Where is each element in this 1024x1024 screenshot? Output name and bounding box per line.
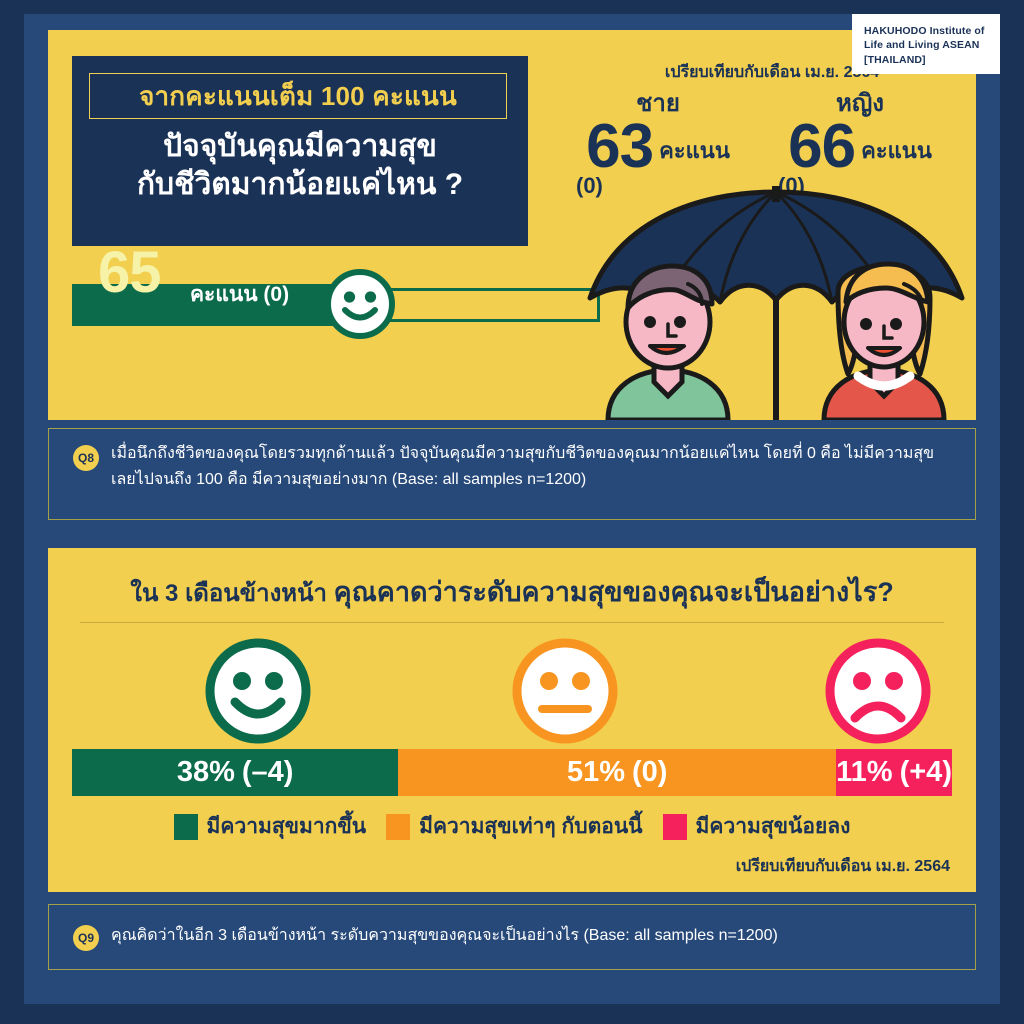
q8-badge: Q8 xyxy=(73,445,99,471)
stat-male: ชาย 63 คะแนน (0) xyxy=(558,92,758,199)
bar-segment-same-delta: (0) xyxy=(632,756,668,788)
legend-item-same: มีความสุขเท่าๆ กับตอนนี้ xyxy=(386,810,643,843)
frowning-face-icon xyxy=(825,638,931,744)
q8-footnote-text: เมื่อนึกถึงชีวิตของคุณโดยรวมทุกด้านแล้ว … xyxy=(111,445,935,488)
logo-line-2: Life and Living ASEAN xyxy=(864,39,980,52)
legend-swatch-same xyxy=(386,813,411,840)
bar-segment-same: 51% (0) xyxy=(398,749,837,796)
question-line-1: ปัจจุบันคุณมีความสุข xyxy=(163,130,437,163)
stat-male-value: 63 xyxy=(586,112,654,181)
compare-note-bottom: เปรียบเทียบกับเดือน เม.ย. 2564 xyxy=(735,858,950,875)
couple-under-umbrella-illustration xyxy=(576,180,976,420)
legend-label-happier: มีความสุขมากขึ้น xyxy=(206,815,367,838)
forecast-heading: ใน 3 เดือนข้างหน้า คุณคาดว่าระดับความสุข… xyxy=(48,570,976,613)
overall-score-gauge: 65 คะแนน (0) xyxy=(72,244,600,339)
score-filled-bar xyxy=(72,284,357,326)
forecast-stacked-bar: 38% (–4) 51% (0) 11% (+4) xyxy=(72,749,952,796)
scale-eyebrow-text: จากคะแนนเต็ม 100 คะแนน xyxy=(139,80,457,111)
bar-segment-happier-value: 38% xyxy=(176,756,235,788)
bar-segment-same-value: 51% xyxy=(566,756,625,788)
stat-male-delta: (0) xyxy=(576,173,603,199)
forecast-heading-bold: คุณคาดว่าระดับความสุขของคุณจะเป็นอย่างไร… xyxy=(333,577,894,607)
overall-score-value: 65 xyxy=(98,240,162,305)
bar-segment-less-happy: 11% (+4) xyxy=(836,749,952,796)
question-title-box: จากคะแนนเต็ม 100 คะแนน ปัจจุบันคุณมีความ… xyxy=(72,56,528,246)
q9-footnote-text: คุณคิดว่าในอีก 3 เดือนข้างหน้า ระดับความ… xyxy=(111,927,778,944)
stat-male-unit: คะแนน xyxy=(659,138,730,164)
forecast-face-icons xyxy=(48,636,976,746)
legend-item-less-happy: มีความสุขน้อยลง xyxy=(662,810,851,843)
heading-divider xyxy=(80,622,944,623)
bar-segment-less-happy-delta: (+4) xyxy=(899,756,952,788)
stat-female: หญิง 66 คะแนน (0) xyxy=(760,92,960,199)
scale-eyebrow-box: จากคะแนนเต็ม 100 คะแนน xyxy=(89,73,507,119)
smiley-face-icon xyxy=(325,269,395,339)
hakuhodo-logo: HAKUHODO Institute of Life and Living AS… xyxy=(852,14,1000,74)
q9-badge: Q9 xyxy=(73,925,99,951)
happiness-forecast-card: ใน 3 เดือนข้างหน้า คุณคาดว่าระดับความสุข… xyxy=(48,548,976,892)
bar-segment-happier-delta: (–4) xyxy=(241,756,294,788)
forecast-heading-light: ใน 3 เดือนข้างหน้า xyxy=(130,580,334,607)
compare-note-top: เปรียบเทียบกับเดือน เม.ย. 2564 xyxy=(664,64,880,81)
smiley-face-icon xyxy=(205,638,311,744)
happiness-score-card: จากคะแนนเต็ม 100 คะแนน ปัจจุบันคุณมีความ… xyxy=(48,30,976,420)
page-title: ปัจจุบันคุณมีความสุข กับชีวิตมากน้อยแค่ไ… xyxy=(72,128,528,205)
logo-line-3: [THAILAND] xyxy=(864,53,926,66)
footnote-q9: Q9 คุณคิดว่าในอีก 3 เดือนข้างหน้า ระดับค… xyxy=(48,904,976,970)
overall-score-unit: คะแนน (0) xyxy=(190,283,290,306)
legend-label-less-happy: มีความสุขน้อยลง xyxy=(695,815,851,838)
stat-male-label: ชาย xyxy=(636,90,680,117)
neutral-face-icon xyxy=(512,638,618,744)
stat-female-unit: คะแนน xyxy=(861,138,932,164)
legend-swatch-less-happy xyxy=(662,813,687,840)
legend-item-happier: มีความสุขมากขึ้น xyxy=(173,810,367,843)
stat-female-label: หญิง xyxy=(836,90,884,117)
footnote-q8: Q8 เมื่อนึกถึงชีวิตของคุณโดยรวมทุกด้านแล… xyxy=(48,428,976,520)
bar-segment-less-happy-value: 11% xyxy=(836,756,893,788)
bar-segment-happier: 38% (–4) xyxy=(72,749,399,796)
logo-line-1: HAKUHODO Institute of xyxy=(864,25,985,37)
forecast-legend: มีความสุขมากขึ้น มีความสุขเท่าๆ กับตอนนี… xyxy=(48,810,976,843)
legend-swatch-happier xyxy=(173,813,198,840)
legend-label-same: มีความสุขเท่าๆ กับตอนนี้ xyxy=(419,815,643,838)
stat-female-value: 66 xyxy=(788,112,856,181)
question-line-2: กับชีวิตมากน้อยแค่ไหน ? xyxy=(136,168,464,202)
